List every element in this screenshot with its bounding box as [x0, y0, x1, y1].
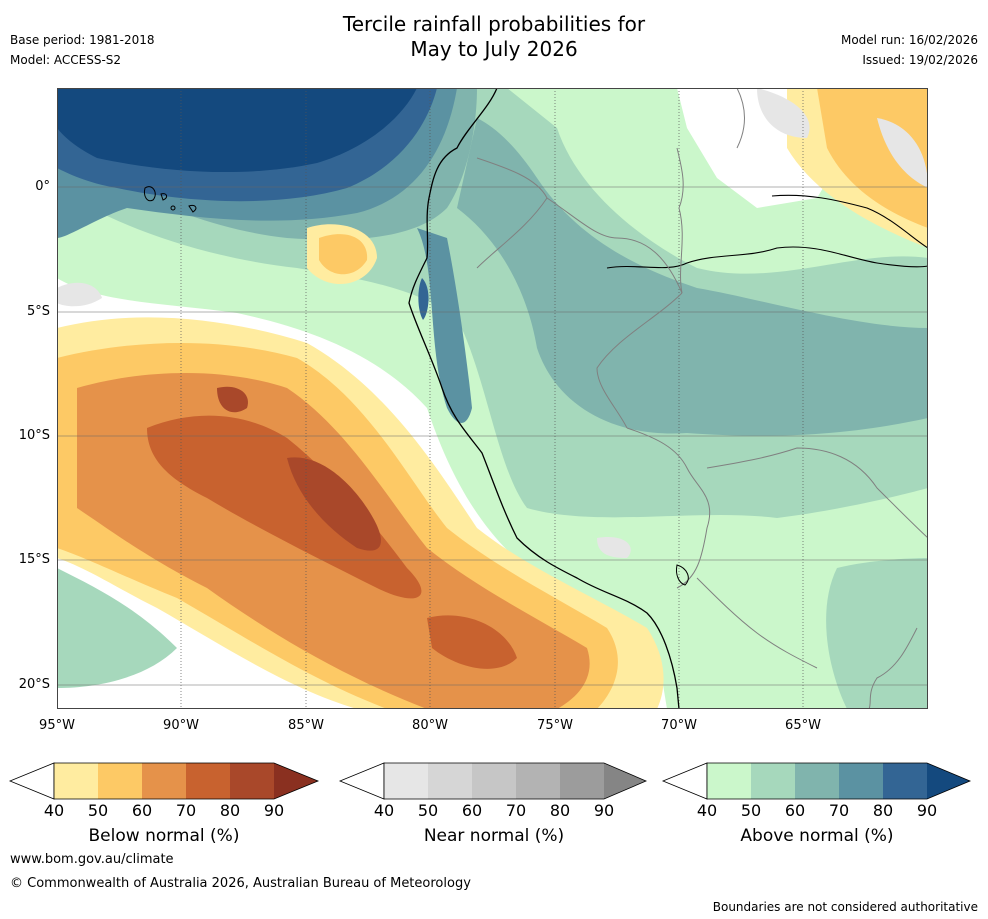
- rainfall-map: [57, 88, 928, 709]
- below-swatch-70: [186, 763, 230, 799]
- above-tick-80: 80: [872, 801, 894, 820]
- lat-label-5s: 5°S: [26, 304, 50, 319]
- near-40-c: [877, 118, 928, 188]
- below-50-ne: [817, 88, 928, 228]
- meta-right: Model run: 16/02/2026 Issued: 19/02/2026: [841, 30, 978, 70]
- above-90-nw: [57, 88, 417, 173]
- near-tick-70: 70: [505, 801, 527, 820]
- above-tick-40: 40: [696, 801, 718, 820]
- lon-label-65w: 65°W: [785, 718, 821, 733]
- below-tick-80: 80: [219, 801, 241, 820]
- footer-disclaimer: Boundaries are not considered authoritat…: [712, 900, 978, 914]
- lon-label-85w: 85°W: [288, 718, 324, 733]
- above-swatch-50: [751, 763, 795, 799]
- near-swatch-40: [384, 763, 428, 799]
- map-border: [57, 88, 928, 709]
- model-name: Model: ACCESS-S2: [10, 53, 122, 67]
- lake-titicaca: [676, 564, 689, 586]
- lat-label-15s: 15°S: [18, 552, 50, 567]
- map-title: Tercile rainfall probabilities for May t…: [0, 12, 988, 62]
- near-40-a: [57, 282, 102, 307]
- near-tick-80: 80: [549, 801, 571, 820]
- below-tick-90: 90: [263, 801, 285, 820]
- above-swatch-60: [795, 763, 839, 799]
- lon-label-70w: 70°W: [661, 718, 697, 733]
- below-50-north: [319, 234, 368, 275]
- lon-label-95w: 95°W: [39, 718, 75, 733]
- above-normal-label: Above normal (%): [740, 826, 894, 846]
- meta-left: Base period: 1981-2018 Model: ACCESS-S2: [10, 30, 155, 70]
- lat-gridlines: [57, 186, 928, 686]
- below-swatch-50: [98, 763, 142, 799]
- below-tick-60: 60: [131, 801, 153, 820]
- above-tick-50: 50: [740, 801, 762, 820]
- below-70-south: [427, 615, 517, 669]
- above-80-coast: [418, 278, 429, 320]
- amazon-river: [606, 246, 928, 269]
- below-tick-40: 40: [43, 801, 65, 820]
- above-50-se: [826, 558, 928, 709]
- above-tick-60: 60: [784, 801, 806, 820]
- northern-river: [771, 194, 928, 249]
- model-run: Model run: 16/02/2026: [840, 33, 978, 47]
- above-swatch-70: [839, 763, 883, 799]
- lon-label-90w: 90°W: [163, 718, 199, 733]
- below-swatch-80: [230, 763, 274, 799]
- below-70: [147, 415, 422, 599]
- below-tick-50: 50: [87, 801, 109, 820]
- near-swatch-60: [472, 763, 516, 799]
- footer-copyright: © Commonwealth of Australia 2026, Austra…: [10, 876, 471, 891]
- map-svg: [57, 88, 928, 709]
- colorbars: [8, 762, 972, 800]
- title-line-1: Tercile rainfall probabilities for: [342, 12, 646, 36]
- near-tick-40: 40: [373, 801, 395, 820]
- lat-label-20s: 20°S: [18, 677, 50, 692]
- footer-url: www.bom.gov.au/climate: [10, 852, 174, 867]
- lat-label-10s: 10°S: [18, 428, 50, 443]
- above-swatch-40: [707, 763, 751, 799]
- below-80-b: [287, 457, 381, 551]
- near-40-b: [757, 88, 810, 138]
- above-tick-70: 70: [828, 801, 850, 820]
- below-tick-70: 70: [175, 801, 197, 820]
- above-tick-90: 90: [916, 801, 938, 820]
- near-swatch-80: [560, 763, 604, 799]
- title-line-2: May to July 2026: [410, 37, 578, 61]
- below-80-a: [217, 386, 248, 413]
- lon-label-75w: 75°W: [537, 718, 573, 733]
- near-normal-label: Near normal (%): [423, 826, 565, 846]
- above-50-sw: [57, 568, 177, 688]
- colorbar-below: [8, 762, 320, 800]
- near-tick-60: 60: [461, 801, 483, 820]
- near-40-d: [597, 537, 631, 558]
- lon-label-80w: 80°W: [412, 718, 448, 733]
- near-tick-50: 50: [417, 801, 439, 820]
- near-swatch-70: [516, 763, 560, 799]
- country-borders: [476, 88, 928, 709]
- near-swatch-50: [428, 763, 472, 799]
- above-70-coast: [417, 228, 472, 423]
- colorbar-near: [338, 762, 648, 800]
- base-period: Base period: 1981-2018: [10, 33, 155, 47]
- lat-label-0: 0°: [35, 179, 50, 194]
- below-swatch-60: [142, 763, 186, 799]
- issued-date: Issued: 19/02/2026: [862, 53, 978, 67]
- above-swatch-80: [883, 763, 927, 799]
- above-60-central: [457, 118, 928, 436]
- galapagos: [144, 186, 197, 213]
- below-swatch-40: [54, 763, 98, 799]
- colorbar-above: [661, 762, 972, 800]
- coastline: [408, 88, 680, 709]
- below-normal-label: Below normal (%): [88, 826, 240, 846]
- near-tick-90: 90: [593, 801, 615, 820]
